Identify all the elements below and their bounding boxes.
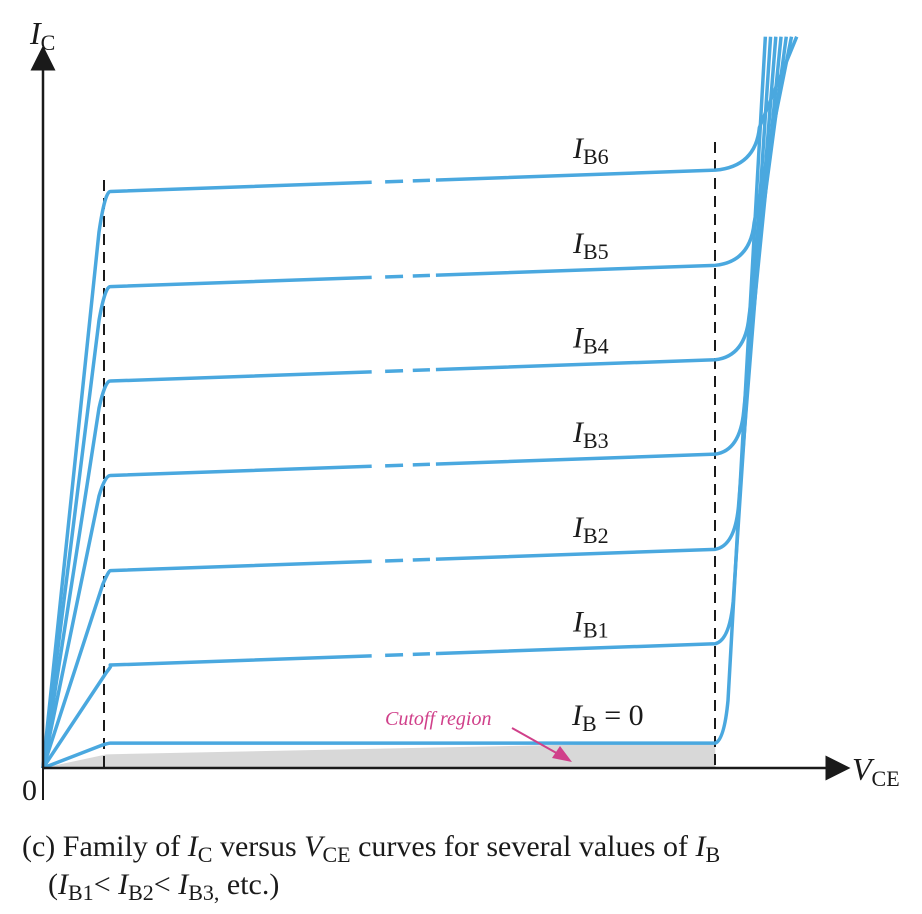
series-label-main: I xyxy=(572,322,585,355)
caption-l1-t1: (c) Family of xyxy=(22,830,188,863)
caption-line-1: (c) Family of IC versus VCE curves for s… xyxy=(22,830,720,867)
caption-l1-s1: C xyxy=(198,842,213,867)
caption-l2-t3: < xyxy=(154,868,178,901)
caption-l1-i2: V xyxy=(304,830,326,863)
curve-ib1 xyxy=(41,36,773,769)
cutoff-region-fill xyxy=(43,741,716,768)
curve-ib0 xyxy=(42,36,768,770)
caption-line-2: (IB1< IB2< IB3, etc.) xyxy=(48,868,279,905)
series-label: IB3 xyxy=(572,416,609,453)
caption-l1-t3: curves for several values of xyxy=(351,830,696,863)
caption-l1-t2: versus xyxy=(212,830,304,863)
y-axis-label-sub: C xyxy=(41,30,56,55)
series-label-main: I xyxy=(572,227,585,260)
caption-l2-s3: B3, xyxy=(188,880,219,905)
caption-l1-i3: I xyxy=(694,830,707,863)
series-label-suffix: = 0 xyxy=(597,699,644,732)
series-label-main: I xyxy=(571,699,584,732)
caption-l1-s2: CE xyxy=(322,842,350,867)
caption-l2-i2: I xyxy=(117,868,130,901)
series-label-sub: B3 xyxy=(583,428,609,453)
series-label: IB1 xyxy=(572,606,609,643)
curve-ib3 xyxy=(41,36,783,769)
series-label-sub: B5 xyxy=(583,239,609,264)
series-label-main: I xyxy=(572,416,585,449)
series-label-sub: B1 xyxy=(583,618,609,643)
x-axis-label: VCE xyxy=(852,751,900,791)
x-axis-label-sub: CE xyxy=(872,766,900,791)
cutoff-region-arrowhead xyxy=(552,746,572,762)
curve-gaps xyxy=(371,176,437,659)
curve-group xyxy=(41,36,799,770)
caption-l2-s1: B1 xyxy=(68,880,94,905)
caption-l2-s2: B2 xyxy=(128,880,154,905)
caption-l2-i1: I xyxy=(57,868,70,901)
cutoff-region-arrow xyxy=(511,727,561,756)
origin-label: 0 xyxy=(22,774,37,807)
curve-ib2 xyxy=(41,36,778,769)
series-label: IB5 xyxy=(572,227,609,264)
series-label-main: I xyxy=(572,511,585,544)
series-label-main: I xyxy=(572,132,585,165)
caption-l2-t4: etc.) xyxy=(219,868,279,901)
series-label-sub: B xyxy=(582,711,597,736)
caption-l1-i1: I xyxy=(187,830,200,863)
y-axis-label-main: I xyxy=(29,15,42,51)
caption-l2-i3: I xyxy=(177,868,190,901)
x-axis-label-main: V xyxy=(852,751,875,787)
caption-l2-t1: ( xyxy=(48,868,58,901)
series-label-sub: B6 xyxy=(583,144,609,169)
series-label-main: I xyxy=(572,606,585,639)
series-label: IB6 xyxy=(572,132,609,169)
y-axis-label: IC xyxy=(29,15,55,55)
series-label: IB2 xyxy=(572,511,609,548)
cutoff-region-label: Cutoff region xyxy=(385,708,491,730)
series-label: IB4 xyxy=(572,322,609,359)
series-label-sub: B4 xyxy=(583,334,609,359)
series-label: IB = 0 xyxy=(571,699,644,736)
caption-l2-t2: < xyxy=(94,868,118,901)
curve-ib5 xyxy=(41,36,794,769)
curve-ib6 xyxy=(41,36,799,769)
curve-ib4 xyxy=(41,36,788,769)
series-label-sub: B2 xyxy=(583,523,609,548)
caption-l1-s3: B xyxy=(705,842,720,867)
